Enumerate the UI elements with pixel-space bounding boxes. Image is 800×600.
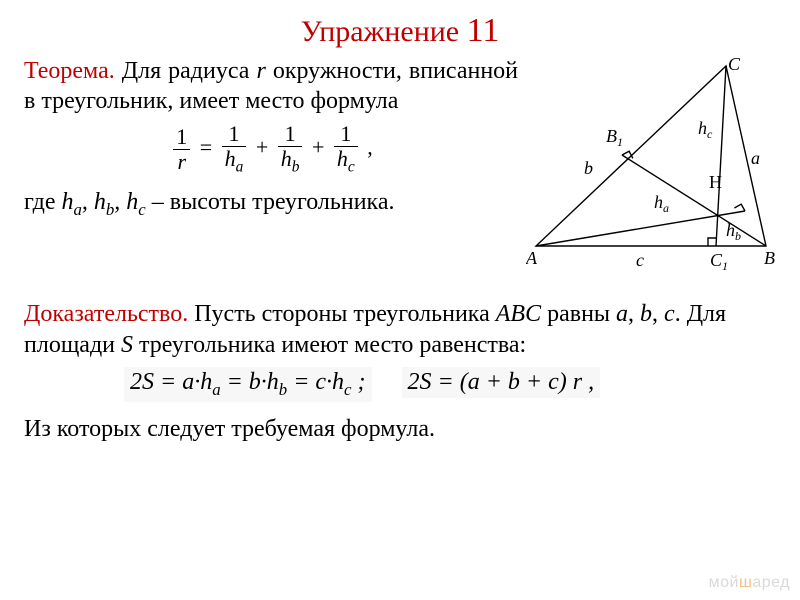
label-C1: C1: [710, 250, 728, 273]
right-angle-c1: [708, 238, 716, 246]
frac-lhs: 1 r: [173, 125, 190, 174]
eq-2s-perimeter: 2S = (a + b + c) r ,: [402, 367, 601, 398]
proof-equations: 2S = a·ha = b·hb = c·hc ; 2S = (a + b + …: [24, 367, 776, 402]
label-a: a: [751, 148, 760, 168]
label-c: c: [636, 250, 644, 270]
slide-title: Упражнение 11: [24, 12, 776, 50]
eq-2s-heights: 2S = a·ha = b·hb = c·hc ;: [124, 367, 372, 402]
watermark: мойшаред: [709, 574, 790, 592]
proof-block: Доказательство. Пусть стороны треугольни…: [24, 299, 776, 361]
label-C: C: [728, 56, 741, 74]
title-word: Упражнение: [301, 15, 460, 48]
frac-hb: 1 hb: [278, 122, 303, 177]
formula: 1 r = 1 ha + 1 hb + 1 hc ,: [24, 122, 518, 177]
content-row: Теорема. Для радиуса r окружности, вписа…: [24, 56, 776, 281]
slide: Упражнение 11 Теорема. Для радиуса r окр…: [0, 0, 800, 600]
label-b: b: [584, 158, 593, 178]
triangle: [536, 66, 766, 246]
heights-list: ha, hb, hc: [62, 189, 146, 215]
frac-ha: 1 ha: [222, 122, 247, 177]
triangle-diagram: A B C C1 B1 H a b c ha hb hc: [526, 56, 776, 281]
frac-hc: 1 hc: [334, 122, 358, 177]
label-B1: B1: [606, 126, 623, 149]
title-number: 11: [467, 12, 500, 49]
label-A: A: [526, 248, 538, 268]
proof-label: Доказательство.: [24, 301, 188, 327]
label-ha: ha: [654, 192, 669, 215]
theorem-label: Теорема.: [24, 58, 115, 84]
label-H: H: [709, 172, 722, 192]
label-hb: hb: [726, 220, 741, 243]
right-angle-hb: [734, 202, 746, 212]
label-B: B: [764, 248, 775, 268]
label-hc: hc: [698, 118, 713, 141]
diagram-column: A B C C1 B1 H a b c ha hb hc: [526, 56, 776, 281]
proof-conclusion: Из которых следует требуемая формула.: [24, 414, 776, 445]
altitude-hb-line: [622, 155, 766, 246]
theorem-statement: Теорема. Для радиуса r окружности, вписа…: [24, 56, 518, 116]
heights-line: где ha, hb, hc – высоты треугольника.: [24, 187, 518, 221]
right-angle-b1: [622, 151, 633, 158]
theorem-column: Теорема. Для радиуса r окружности, вписа…: [24, 56, 518, 281]
